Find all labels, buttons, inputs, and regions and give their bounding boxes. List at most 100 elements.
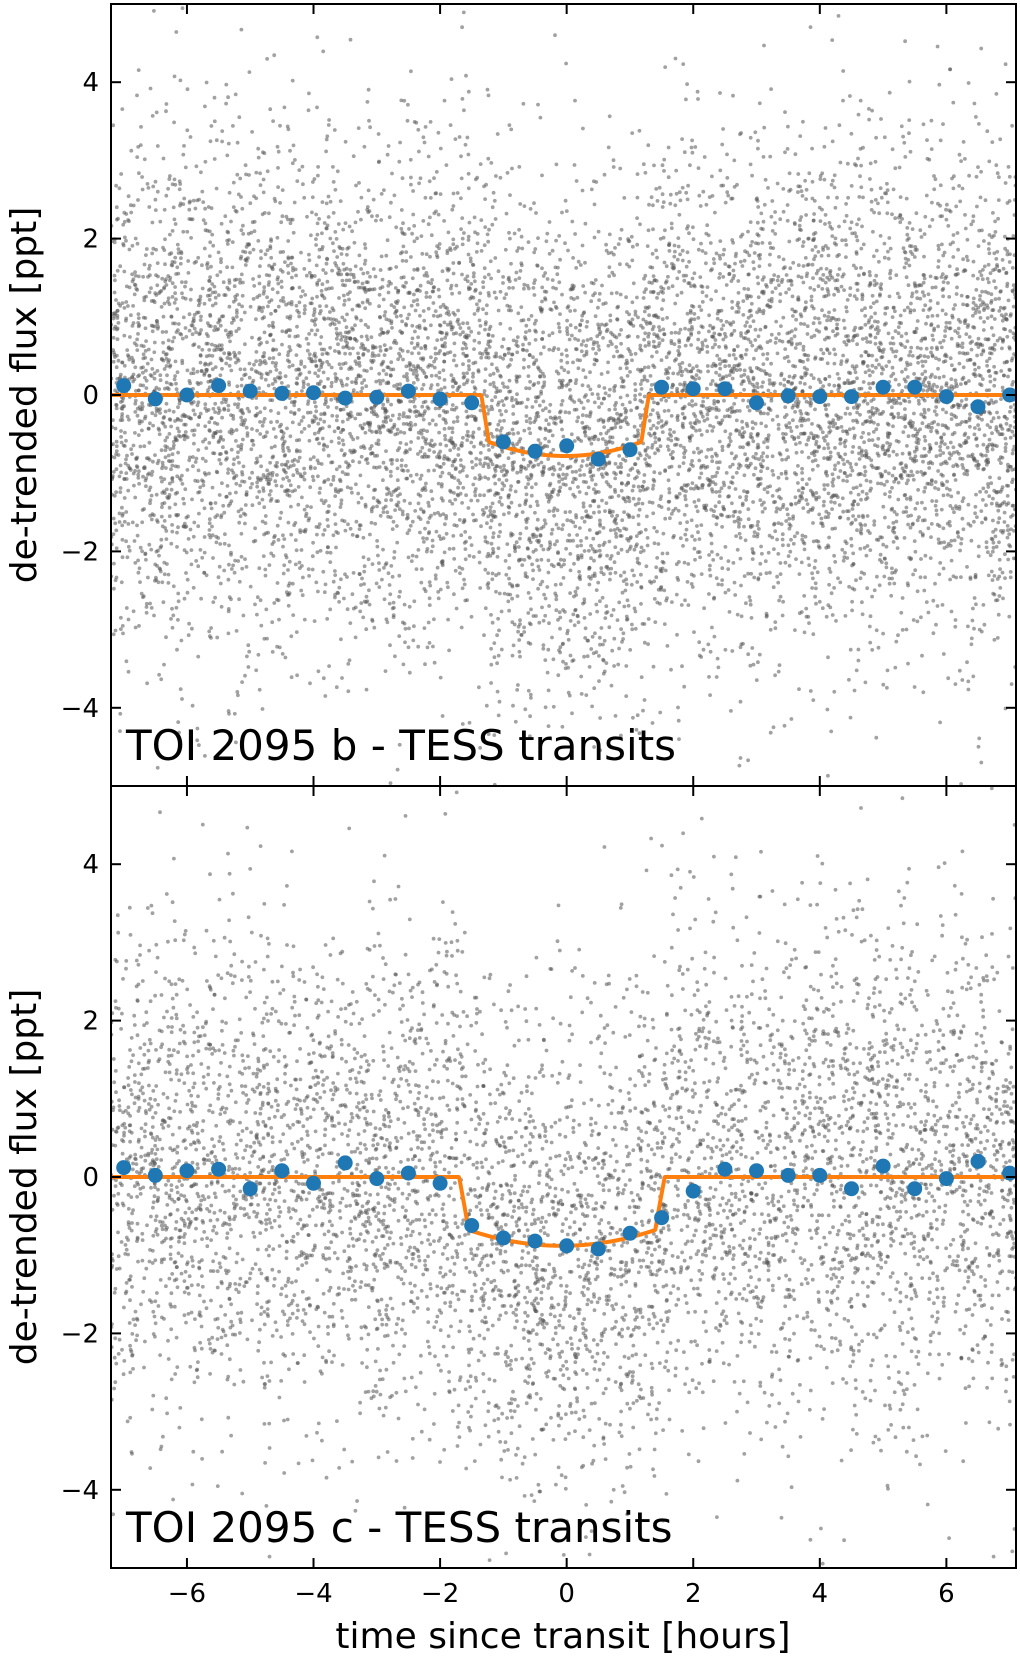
raw-point	[859, 354, 864, 358]
raw-point	[884, 191, 889, 196]
raw-point	[511, 703, 515, 708]
raw-point	[587, 548, 591, 553]
raw-point	[146, 575, 150, 580]
raw-point	[483, 606, 488, 611]
raw-point	[168, 232, 172, 237]
raw-point	[960, 341, 965, 346]
raw-point	[144, 601, 149, 606]
raw-point	[799, 560, 804, 565]
raw-point	[162, 207, 167, 212]
raw-point	[833, 446, 837, 450]
raw-point	[960, 420, 964, 424]
raw-point	[317, 522, 322, 526]
raw-point	[556, 550, 560, 555]
raw-point	[451, 534, 456, 538]
raw-point	[605, 553, 609, 558]
raw-point	[800, 533, 805, 538]
raw-point	[192, 326, 197, 331]
raw-point	[896, 439, 901, 444]
raw-point	[247, 70, 252, 74]
raw-point	[261, 435, 266, 439]
raw-point	[787, 239, 792, 244]
raw-point	[572, 623, 577, 628]
raw-point	[974, 436, 979, 441]
raw-point	[200, 456, 205, 461]
raw-point	[968, 424, 972, 429]
raw-point	[407, 528, 412, 532]
raw-point	[647, 431, 651, 436]
raw-point	[996, 612, 1001, 617]
raw-point	[164, 487, 169, 492]
raw-point	[672, 430, 676, 434]
raw-point	[489, 662, 494, 667]
raw-point	[967, 416, 972, 420]
raw-point	[289, 261, 293, 266]
raw-point	[597, 543, 602, 548]
raw-point	[884, 565, 889, 570]
raw-point	[557, 234, 562, 238]
raw-point	[408, 399, 413, 404]
raw-point	[150, 220, 155, 225]
raw-point	[805, 271, 810, 276]
raw-point	[493, 473, 497, 478]
raw-point	[633, 609, 638, 614]
raw-point	[353, 264, 358, 269]
raw-point	[636, 456, 640, 461]
raw-point	[664, 598, 669, 603]
raw-point	[717, 276, 722, 280]
raw-point	[490, 577, 495, 582]
raw-point	[133, 410, 138, 414]
raw-point	[926, 610, 931, 615]
raw-point	[364, 627, 369, 632]
raw-point	[760, 551, 764, 556]
raw-point	[235, 293, 240, 297]
raw-point	[922, 232, 927, 237]
raw-point	[176, 271, 181, 276]
raw-point	[739, 583, 743, 588]
raw-point	[620, 481, 624, 486]
raw-point	[331, 579, 336, 584]
raw-point	[337, 296, 341, 300]
raw-point	[368, 274, 372, 279]
raw-point	[429, 438, 434, 443]
raw-point	[168, 347, 173, 352]
raw-point	[135, 413, 140, 418]
raw-point	[311, 455, 316, 459]
raw-point	[424, 271, 429, 275]
raw-point	[801, 416, 806, 421]
raw-point	[612, 252, 616, 257]
raw-point	[848, 412, 852, 416]
raw-point	[979, 509, 984, 513]
raw-point	[748, 162, 753, 167]
raw-point	[868, 373, 872, 378]
raw-point	[814, 491, 819, 495]
raw-point	[799, 189, 804, 194]
raw-point	[301, 379, 306, 384]
raw-point	[893, 354, 898, 359]
raw-point	[314, 580, 319, 585]
raw-point	[780, 613, 785, 618]
raw-point	[417, 181, 421, 186]
raw-point	[272, 196, 277, 201]
raw-point	[200, 347, 205, 352]
raw-point	[458, 332, 463, 337]
raw-point	[250, 470, 255, 475]
raw-point	[708, 323, 712, 328]
raw-point	[800, 194, 805, 198]
raw-point	[452, 379, 456, 383]
raw-point	[419, 431, 424, 436]
raw-point	[714, 289, 718, 294]
raw-point	[414, 369, 419, 374]
raw-point	[744, 293, 749, 298]
raw-point	[308, 457, 313, 462]
raw-point	[488, 324, 493, 329]
raw-point	[736, 291, 741, 295]
raw-point	[645, 543, 650, 548]
raw-point	[389, 402, 393, 407]
raw-point	[243, 372, 248, 377]
raw-point	[813, 244, 818, 249]
raw-point	[651, 486, 655, 491]
raw-point	[158, 219, 163, 224]
raw-point	[344, 278, 349, 283]
raw-point	[164, 109, 168, 114]
